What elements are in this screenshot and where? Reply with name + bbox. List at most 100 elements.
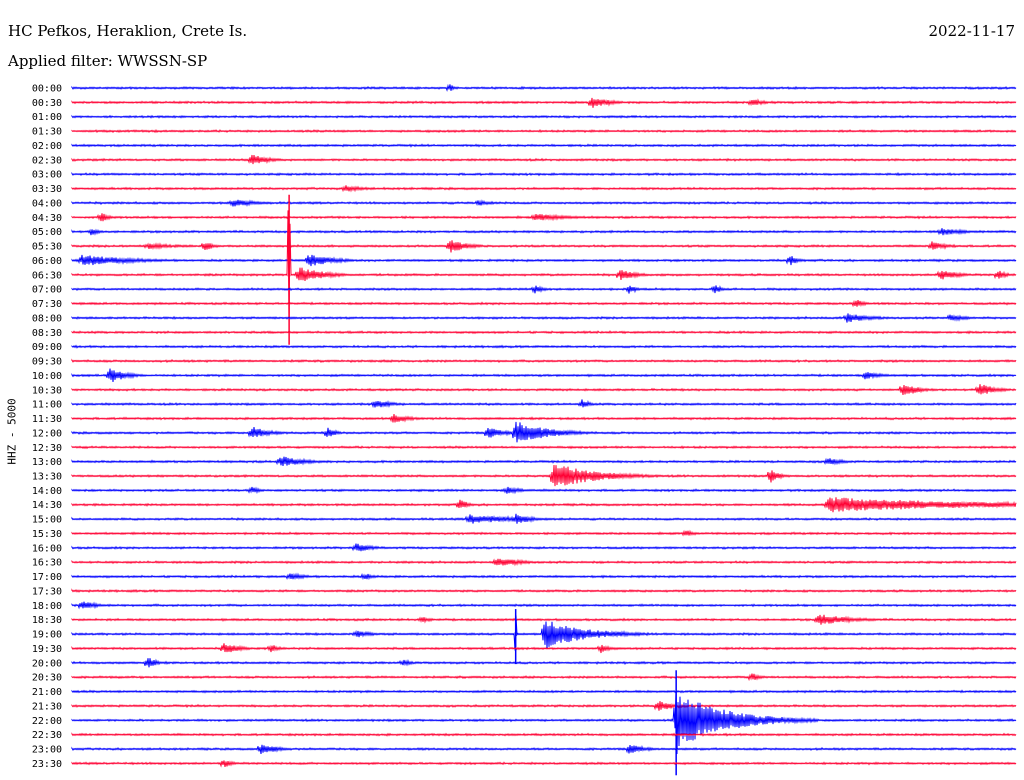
- trace-row: [71, 572, 1017, 581]
- time-label: 14:30: [32, 500, 62, 511]
- trace-row: [71, 513, 1017, 524]
- trace-row: [71, 330, 1017, 335]
- trace-row: [71, 486, 1017, 495]
- trace-row: [71, 615, 1017, 651]
- time-label: 11:30: [32, 414, 62, 425]
- time-label: 19:00: [32, 630, 62, 641]
- trace-row: [71, 601, 1017, 610]
- time-label: 21:30: [32, 701, 62, 712]
- time-label: 04:30: [32, 213, 62, 224]
- trace-row: [71, 399, 1017, 409]
- time-label: 02:30: [32, 155, 62, 166]
- trace-row: [71, 689, 1017, 694]
- time-label: 06:30: [32, 270, 62, 281]
- time-label: 22:30: [32, 730, 62, 741]
- time-label: 05:00: [32, 227, 62, 238]
- trace-row: [71, 529, 1017, 537]
- trace-row: [71, 128, 1017, 134]
- trace-row: [71, 240, 1017, 253]
- time-label: 09:30: [32, 357, 62, 368]
- time-label: 14:00: [32, 486, 62, 497]
- time-label: 18:30: [32, 615, 62, 626]
- trace-row: [71, 228, 1017, 236]
- trace-row: [71, 384, 1017, 395]
- time-label: 00:00: [32, 84, 62, 95]
- time-label: 20:00: [32, 658, 62, 669]
- trace-row: [71, 171, 1017, 177]
- trace-row: [71, 143, 1017, 148]
- time-label: 16:00: [32, 543, 62, 554]
- time-label: 16:30: [32, 558, 62, 569]
- trace-row: [71, 210, 1017, 322]
- time-label: 15:30: [32, 529, 62, 540]
- time-label: 23:00: [32, 745, 62, 756]
- trace-row: [71, 421, 1017, 443]
- time-label: 06:00: [32, 256, 62, 267]
- trace-row: [71, 254, 1017, 267]
- time-label: 01:30: [32, 127, 62, 138]
- trace-row: [71, 456, 1017, 466]
- time-label: 04:00: [32, 198, 62, 209]
- trace-row: [71, 588, 1017, 594]
- time-label: 13:30: [32, 471, 62, 482]
- time-label: 20:30: [32, 673, 62, 684]
- time-label: 21:00: [32, 687, 62, 698]
- time-label: 01:00: [32, 112, 62, 123]
- trace-row: [71, 658, 1017, 668]
- trace-row: [71, 83, 1017, 92]
- time-label: 22:00: [32, 716, 62, 727]
- trace-row: [71, 643, 1017, 654]
- trace-row: [71, 732, 1017, 737]
- trace-row: [71, 701, 1017, 711]
- trace-row: [71, 543, 1017, 552]
- time-label: 07:30: [32, 299, 62, 310]
- time-label: 00:30: [32, 98, 62, 109]
- time-label: 15:00: [32, 515, 62, 526]
- time-label: 05:30: [32, 242, 62, 253]
- time-label: 23:30: [32, 759, 62, 770]
- trace-row: [71, 558, 1017, 567]
- trace-row: [71, 344, 1017, 349]
- trace-row: [71, 744, 1017, 754]
- trace-row: [71, 689, 1017, 755]
- time-label: 10:30: [32, 385, 62, 396]
- trace-row: [71, 299, 1017, 308]
- time-label: 08:30: [32, 328, 62, 339]
- trace-row: [71, 368, 1017, 382]
- station-title: HC Pefkos, Heraklion, Crete Is.: [8, 22, 248, 40]
- time-label: 19:30: [32, 644, 62, 655]
- trace-row: [71, 285, 1017, 294]
- time-label: 13:00: [32, 457, 62, 468]
- trace-row: [71, 154, 1017, 165]
- time-label: 11:00: [32, 400, 62, 411]
- trace-row: [71, 464, 1017, 487]
- trace-row: [71, 199, 1017, 207]
- time-axis-labels: 00:00 00:30 01:00 01:30 02:00 02:30 03:00 03:30…: [32, 84, 62, 770]
- trace-row: [71, 358, 1017, 364]
- time-label: 17:00: [32, 572, 62, 583]
- time-label: 10:00: [32, 371, 62, 382]
- trace-row: [71, 445, 1017, 450]
- time-label: 12:30: [32, 443, 62, 454]
- time-label: 17:30: [32, 586, 62, 597]
- trace-row: [71, 413, 1017, 423]
- trace-row: [71, 185, 1017, 193]
- time-label: 03:30: [32, 184, 62, 195]
- trace-rows: [71, 83, 1017, 776]
- trace-row: [71, 614, 1017, 625]
- time-label: 18:00: [32, 601, 62, 612]
- record-date: 2022-11-17: [928, 22, 1015, 40]
- trace-row: [71, 760, 1017, 768]
- time-label: 03:00: [32, 170, 62, 181]
- time-label: 07:00: [32, 285, 62, 296]
- trace-row: [71, 213, 1017, 222]
- filter-label: Applied filter: WWSSN-SP: [8, 52, 208, 70]
- time-label: 12:00: [32, 428, 62, 439]
- trace-row: [71, 114, 1017, 119]
- time-label: 09:00: [32, 342, 62, 353]
- time-label: 08:00: [32, 313, 62, 324]
- trace-row: [71, 673, 1017, 682]
- trace-row: [71, 97, 1017, 108]
- trace-row: [71, 313, 1017, 323]
